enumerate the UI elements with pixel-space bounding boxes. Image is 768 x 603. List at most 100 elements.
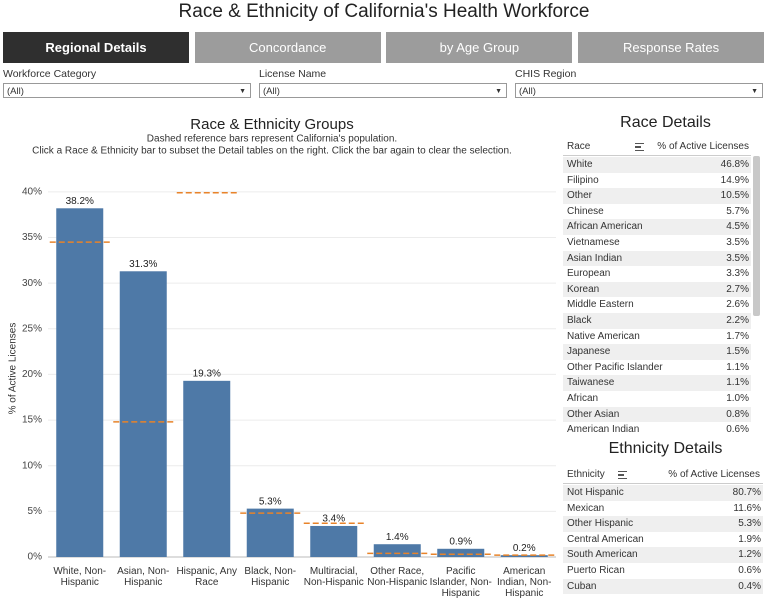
- column-header: Ethnicity: [567, 469, 605, 480]
- x-tick-label: White, Non-Hispanic: [53, 566, 107, 588]
- table-row[interactable]: Other Asian 0.8%: [563, 406, 751, 423]
- row-label: Vietnamese: [567, 237, 620, 248]
- row-label: Black: [567, 315, 592, 326]
- row-value: 3.3%: [726, 268, 749, 280]
- row-label: African American: [567, 221, 643, 233]
- filter-label: Workforce Category: [3, 68, 97, 80]
- page-title: Race & Ethnicity of California's Health …: [178, 1, 590, 22]
- row-value: 46.8%: [720, 159, 749, 170]
- bar[interactable]: [310, 525, 358, 557]
- table-row[interactable]: American Indian 0.6%: [563, 422, 751, 432]
- y-axis-title: % of Active Licenses: [8, 323, 19, 415]
- bar[interactable]: [500, 555, 548, 557]
- bar[interactable]: [56, 208, 104, 557]
- row-label: Not Hispanic: [567, 487, 624, 498]
- table-row[interactable]: African 1.0%: [563, 391, 751, 407]
- dropdown-arrow: ▼: [495, 88, 502, 95]
- table-row[interactable]: Other 10.5%: [563, 188, 751, 204]
- row-value: 4.5%: [726, 221, 749, 233]
- bar[interactable]: [183, 380, 231, 557]
- table-row[interactable]: Other Pacific Islander 1.1%: [563, 360, 751, 376]
- table-row[interactable]: White 46.8%: [563, 157, 751, 173]
- scrollbar[interactable]: [753, 156, 760, 316]
- table-row[interactable]: African American 4.5%: [563, 219, 751, 235]
- table-row[interactable]: Cuban 0.4%: [563, 578, 763, 595]
- x-tick-label: Black, Non-Hispanic: [244, 566, 297, 588]
- table-row[interactable]: Puerto Rican 0.6%: [563, 563, 763, 579]
- table-row[interactable]: Mexican 11.6%: [563, 501, 763, 517]
- table-row[interactable]: Vietnamese 3.5%: [563, 235, 751, 251]
- table-row[interactable]: Filipino 14.9%: [563, 173, 751, 189]
- bar[interactable]: [119, 271, 167, 557]
- value-label: 38.2%: [66, 196, 94, 207]
- row-value: 1.2%: [738, 549, 761, 561]
- column-header: % of Active Licenses: [668, 469, 760, 480]
- sort-icon[interactable]: [635, 143, 644, 151]
- filter-value: (All): [519, 86, 536, 97]
- filter-dropdown[interactable]: (All) ▼: [3, 83, 251, 98]
- y-tick-label: 5%: [28, 506, 43, 517]
- value-label: 31.3%: [129, 259, 157, 270]
- table-row[interactable]: Black 2.2%: [563, 313, 751, 329]
- table-row[interactable]: Native American 1.7%: [563, 329, 751, 345]
- bar[interactable]: [373, 544, 421, 557]
- column-header: Race: [567, 141, 591, 152]
- table-row[interactable]: Japanese 1.5%: [563, 344, 751, 360]
- tab[interactable]: by Age Group: [386, 32, 573, 63]
- row-label: Taiwanese: [567, 377, 615, 389]
- sort-icon[interactable]: [618, 471, 627, 479]
- filter-value: (All): [263, 86, 280, 97]
- table-row[interactable]: Taiwanese 1.1%: [563, 375, 751, 391]
- row-value: 1.0%: [726, 393, 749, 404]
- row-value: 3.5%: [726, 252, 749, 264]
- row-label: Central American: [567, 533, 644, 545]
- row-value: 1.1%: [726, 361, 749, 373]
- row-label: Other Pacific Islander: [567, 361, 663, 373]
- table-title: Ethnicity Details: [608, 440, 723, 457]
- filter-dropdown[interactable]: (All) ▼: [259, 83, 507, 98]
- row-label: South American: [567, 549, 638, 561]
- bar[interactable]: [246, 508, 294, 557]
- table-row[interactable]: European 3.3%: [563, 266, 751, 282]
- tab[interactable]: Response Rates: [578, 32, 765, 63]
- dropdown-arrow: ▼: [751, 88, 758, 95]
- row-label: Korean: [567, 283, 600, 295]
- y-tick-label: 20%: [22, 369, 42, 380]
- tab[interactable]: Concordance: [194, 32, 381, 63]
- filter-dropdown[interactable]: (All) ▼: [515, 83, 763, 98]
- table-row[interactable]: Central American 1.9%: [563, 532, 763, 548]
- row-label: Other Asian: [567, 408, 620, 420]
- tab[interactable]: Regional Details: [3, 32, 189, 63]
- row-label: American Indian: [567, 424, 640, 432]
- row-value: 3.5%: [726, 237, 749, 248]
- y-tick-label: 35%: [22, 232, 42, 243]
- filter-label: CHIS Region: [515, 68, 577, 80]
- chart-title: Race & Ethnicity Groups: [190, 116, 353, 133]
- row-label: African: [567, 393, 599, 404]
- row-value: 0.4%: [738, 580, 761, 592]
- value-label: 0.9%: [449, 536, 472, 547]
- x-tick-label: Asian, Non-Hispanic: [117, 566, 170, 588]
- row-label: Puerto Rican: [567, 565, 625, 576]
- row-value: 11.6%: [733, 502, 761, 514]
- table-row[interactable]: South American 1.2%: [563, 547, 763, 563]
- sort-icon-bar: [618, 474, 624, 476]
- table-row[interactable]: Korean 2.7%: [563, 281, 751, 298]
- x-tick-label: Pacific Islander, Non-Hispanic: [429, 566, 492, 599]
- row-value: 10.5%: [720, 190, 749, 202]
- row-label: European: [567, 268, 611, 280]
- table-row[interactable]: Not Hispanic 80.7%: [563, 485, 763, 501]
- table-row[interactable]: Other Hispanic 5.3%: [563, 516, 763, 532]
- table-row[interactable]: Middle Eastern 2.6%: [563, 297, 751, 313]
- row-label: Asian Indian: [567, 252, 623, 264]
- table-row[interactable]: Asian Indian 3.5%: [563, 250, 751, 267]
- table-row[interactable]: Chinese 5.7%: [563, 204, 751, 220]
- row-value: 80.7%: [732, 487, 761, 498]
- row-value: 5.7%: [726, 205, 749, 217]
- row-value: 1.9%: [738, 533, 761, 545]
- bar[interactable]: [437, 548, 485, 557]
- row-value: 14.9%: [720, 174, 749, 186]
- x-tick-label: Hispanic, Any Race: [176, 566, 238, 588]
- row-label: Mexican: [567, 502, 605, 514]
